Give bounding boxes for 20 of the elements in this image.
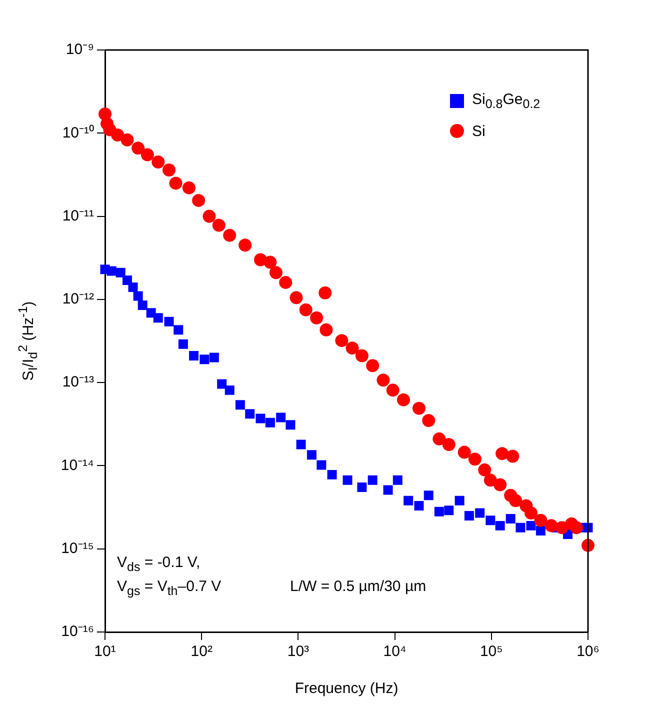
y-tick-label: 10⁻¹² — [62, 290, 94, 308]
x-tick-label: 10⁵ — [480, 643, 503, 660]
x-tick-label: 10² — [190, 643, 212, 660]
y-tick-label: 10⁻¹⁴ — [60, 456, 94, 474]
legend-label: Si$_{0.8}$Ge$_{0.2}$ — [472, 91, 540, 111]
annotation: L/W = 0.5 µm/30 µm — [290, 578, 426, 595]
y-tick-label: 10⁻¹³ — [62, 374, 94, 391]
annotation: V$_{ds}$ = -0.1 V, — [117, 554, 200, 574]
y-tick-label: 10⁻¹⁰ — [62, 124, 94, 142]
y-tick-label: 10⁻⁹ — [66, 41, 94, 58]
x-tick-label: 10⁴ — [383, 643, 406, 660]
legend-label: Si — [472, 122, 486, 140]
x-tick-label: 10⁶ — [576, 643, 600, 660]
x-tick-label: 10¹ — [94, 643, 116, 660]
x-axis-title: Frequency (Hz) — [294, 680, 398, 698]
annotation: V$_{gs}$ = V$_{th}$–0.7 V — [117, 578, 222, 598]
x-tick-label: 10³ — [287, 643, 310, 660]
y-tick-label: 10⁻¹⁵ — [61, 540, 94, 557]
y-tick-label: 10⁻¹⁶ — [61, 623, 94, 640]
y-tick-label: 10⁻¹¹ — [62, 207, 94, 224]
